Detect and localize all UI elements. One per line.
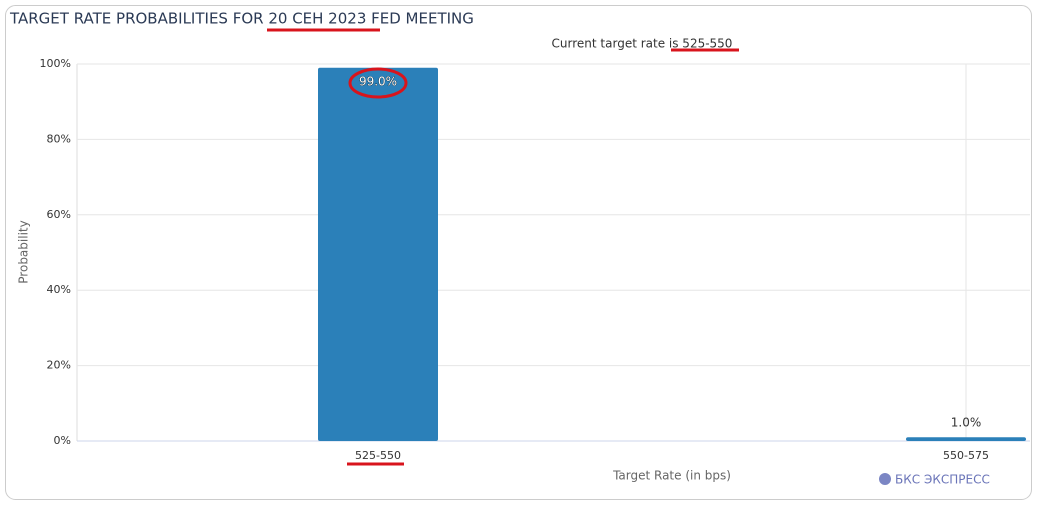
y-tick-label: 20% (47, 359, 71, 372)
bar (906, 437, 1026, 441)
plot: 0% 20% 40% 60% 80% 100% 525-550 99.0% 550-575 1.0… (40, 57, 1030, 462)
data-label: 99.0% (359, 74, 397, 88)
x-tick-label: 525-550 (355, 449, 401, 462)
x-tick-label: 550-575 (943, 449, 989, 462)
chart-frame (5, 5, 1032, 500)
x-axis-label: Target Rate (in bps) (612, 469, 731, 483)
y-tick-label: 40% (47, 283, 71, 296)
chart-title: TARGET RATE PROBABILITIES FOR 20 СЕН 202… (9, 10, 474, 28)
y-axis-label: Probability (17, 220, 31, 283)
y-tick-label: 0% (54, 434, 71, 447)
highlight-ellipse (348, 67, 408, 99)
y-tick-label: 60% (47, 208, 71, 221)
annotations (267, 28, 739, 466)
watermark: БКС ЭКСПРЕСС (895, 473, 990, 487)
logo-icon (879, 473, 891, 485)
data-label: 1.0% (951, 416, 982, 430)
y-tick-label: 100% (40, 57, 71, 70)
y-tick-label: 80% (47, 132, 71, 145)
bar (318, 67, 438, 442)
chart-subtitle: Current target rate is 525-550 (552, 37, 733, 51)
